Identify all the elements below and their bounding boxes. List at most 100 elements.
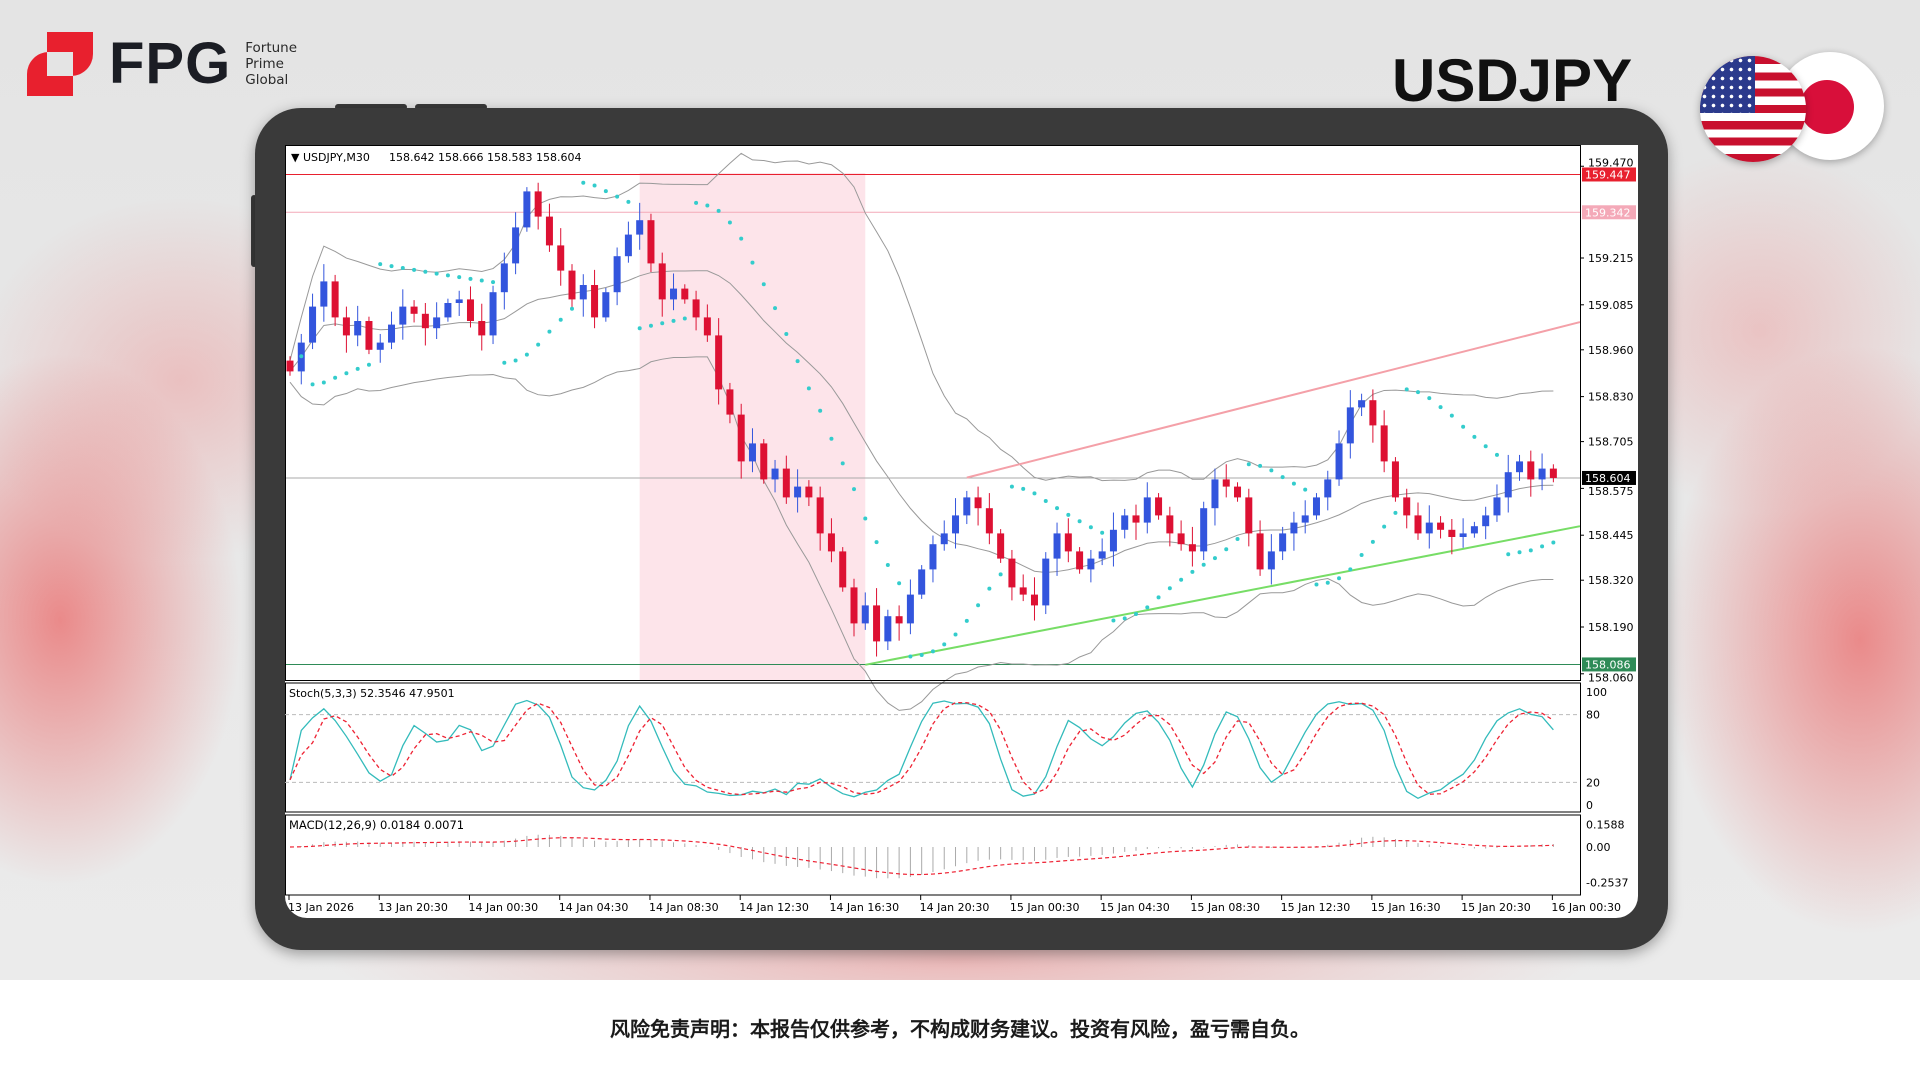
sar-dot — [773, 306, 778, 311]
candle-body — [1459, 533, 1467, 537]
candle-body — [1403, 497, 1411, 516]
time-tick-label: 14 Jan 00:30 — [468, 901, 538, 914]
macd-tick-label: 0.1588 — [1586, 819, 1625, 832]
sar-dot — [1303, 487, 1308, 492]
sar-dot — [1494, 452, 1499, 457]
sar-dot — [626, 199, 631, 204]
candle-body — [906, 594, 914, 624]
sar-dot — [1416, 390, 1420, 395]
candle-body — [1222, 479, 1230, 487]
candle-body — [1166, 515, 1174, 534]
sar-dot — [897, 581, 902, 586]
sar-dot — [750, 260, 755, 265]
sar-dot — [648, 323, 653, 328]
sar-dot — [1528, 548, 1533, 553]
bollinger-lower — [289, 356, 1554, 711]
sar-dot — [694, 200, 699, 205]
candle-body — [985, 508, 993, 534]
price-level-tag — [1582, 657, 1636, 672]
candle-body — [1358, 400, 1366, 408]
sar-dot — [434, 271, 439, 276]
candle-body — [816, 497, 824, 534]
sar-dot — [1314, 582, 1319, 587]
candle-body — [974, 497, 982, 509]
candle-body — [1324, 479, 1332, 498]
candle-body — [1019, 587, 1027, 595]
time-tick-label: 14 Jan 16:30 — [829, 901, 899, 914]
sar-dot — [874, 540, 879, 545]
sar-dot — [1179, 577, 1184, 582]
time-tick-label: 14 Jan 08:30 — [649, 901, 719, 914]
sar-dot — [1291, 481, 1296, 486]
candle-body — [1267, 551, 1275, 570]
price-tick-label: 158.320 — [1588, 574, 1634, 587]
sar-dot — [795, 359, 800, 364]
sar-dot — [1258, 463, 1263, 468]
price-tick-label: 159.470 — [1588, 156, 1634, 169]
logo-sub-line: Global — [245, 71, 289, 88]
trading-chart[interactable]: 159.447 159.342 158.086 158.604 159.470 159.2… — [285, 145, 1638, 918]
price-level-tag-label: 158.604 — [1585, 472, 1631, 485]
time-tick-label: 15 Jan 04:30 — [1100, 901, 1170, 914]
main-panel-frame — [285, 145, 1581, 681]
candle-body — [309, 306, 317, 343]
candle-body — [1482, 515, 1490, 527]
candle-body — [1493, 497, 1501, 516]
candle-body — [782, 468, 790, 498]
candle-body — [1155, 497, 1163, 516]
candle-body — [399, 306, 407, 325]
sar-dot — [412, 267, 417, 272]
sar-dot — [1235, 537, 1240, 542]
candle-body — [534, 191, 542, 217]
candle-body — [466, 299, 474, 321]
sar-dot — [964, 618, 969, 623]
stoch-tick-label: 20 — [1586, 776, 1600, 789]
sar-dot — [570, 306, 574, 311]
sar-dot — [1370, 539, 1375, 544]
time-tick-label: 15 Jan 12:30 — [1281, 901, 1351, 914]
candle-body — [286, 360, 294, 372]
bollinger-middle — [289, 270, 1554, 573]
trendline — [865, 525, 1581, 666]
sar-dot — [1111, 618, 1116, 623]
candle-body — [1008, 558, 1016, 588]
time-tick-label: 15 Jan 08:30 — [1190, 901, 1260, 914]
price-tick-label: 158.830 — [1588, 391, 1634, 404]
fpg-logo-mark — [27, 31, 93, 96]
sar-dot — [378, 262, 383, 267]
sar-dot — [908, 654, 913, 659]
footer-band — [0, 980, 1920, 1080]
candle-body — [342, 317, 350, 336]
candle-body — [647, 220, 655, 264]
candle-body — [1538, 468, 1546, 480]
sar-dot — [1212, 556, 1217, 561]
sar-dot — [1337, 576, 1342, 581]
bollinger-upper — [289, 152, 1554, 482]
logo-subtitle: Fortune Prime Global — [245, 40, 297, 88]
candle-body — [591, 285, 599, 318]
sar-dot — [1032, 491, 1037, 496]
sar-dot — [491, 280, 496, 285]
sar-dot — [445, 273, 450, 278]
sar-dot — [1506, 552, 1511, 557]
sar-dot — [1427, 396, 1432, 401]
candle-body — [579, 285, 587, 300]
candle-body — [940, 533, 948, 545]
candle-body — [376, 342, 384, 350]
candle-body — [624, 234, 632, 257]
sar-dot — [818, 408, 823, 413]
risk-disclaimer: 风险免责声明：本报告仅供参考，不构成财务建议。投资有风险，盈亏需自负。 — [610, 1017, 1310, 1041]
sar-dot — [1055, 506, 1060, 511]
candle-body — [1188, 544, 1196, 552]
sar-dot — [705, 203, 710, 208]
sar-dot — [829, 436, 834, 441]
fpg-logo: FPG Fortune Prime Global — [27, 30, 297, 97]
sar-dot — [1088, 525, 1093, 530]
candle-body — [500, 263, 508, 293]
candle-body — [681, 288, 689, 300]
candle-body — [748, 443, 756, 462]
sar-dot — [716, 208, 721, 213]
price-tick-label: 158.445 — [1588, 529, 1634, 542]
sar-dot — [998, 572, 1003, 577]
sar-dot — [558, 317, 563, 322]
